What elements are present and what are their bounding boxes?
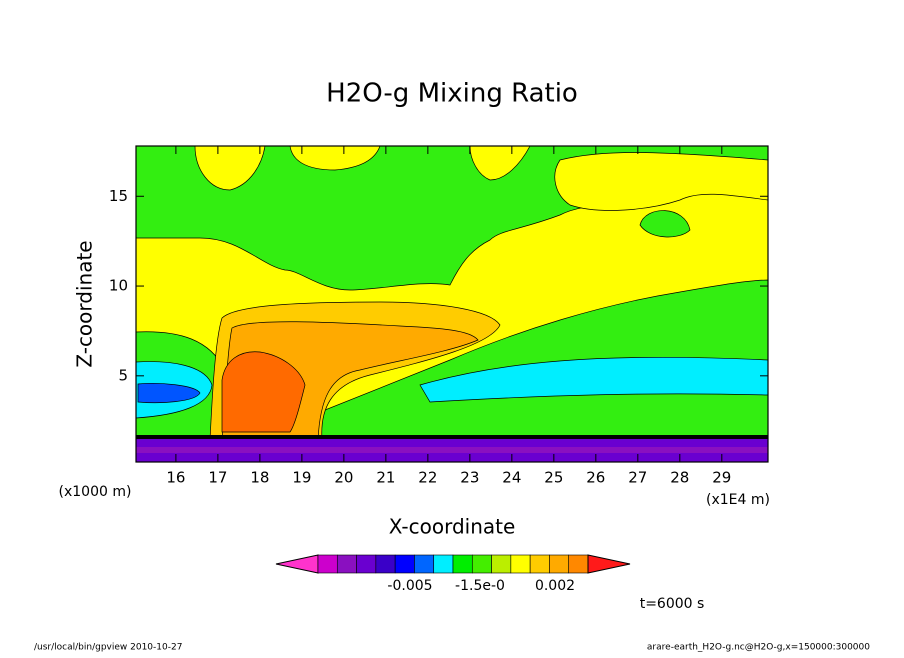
x-tick-label: 21 xyxy=(376,469,395,487)
y-tick-label: 5 xyxy=(118,366,128,384)
x-tick-label: 26 xyxy=(586,469,605,487)
time-label: t=6000 s xyxy=(640,596,705,612)
x-tick-label: 25 xyxy=(544,469,563,487)
x-tick-label: 27 xyxy=(628,469,647,487)
colorbar-extend xyxy=(587,554,631,574)
colorbar-swatch xyxy=(356,554,377,574)
colorbar-swatch xyxy=(414,554,435,574)
y-unit: (x1000 m) xyxy=(59,484,132,500)
colorbar-swatch xyxy=(336,554,357,574)
colorbar-swatch xyxy=(375,554,396,574)
colorbar-swatch xyxy=(491,554,512,574)
x-tick-label: 18 xyxy=(250,469,269,487)
colorbar-swatch xyxy=(529,554,550,574)
x-unit: (x1E4 m) xyxy=(706,492,770,508)
x-tick-label: 24 xyxy=(502,469,521,487)
footer-right: arare-earth_H2O-g.nc@H2O-g,x=150000:3000… xyxy=(647,643,870,653)
x-tick-label: 28 xyxy=(670,469,689,487)
x-tick-label: 20 xyxy=(334,469,353,487)
x-tick-label: 19 xyxy=(292,469,311,487)
contour-field xyxy=(136,146,768,462)
colorbar-swatch xyxy=(452,554,473,574)
colorbar-swatch xyxy=(549,554,570,574)
colorbar-swatch xyxy=(568,554,589,574)
x-tick-label: 29 xyxy=(712,469,731,487)
colorbar-swatch xyxy=(394,554,415,574)
colorbar-swatch xyxy=(471,554,492,574)
colorbar-swatch xyxy=(317,554,338,574)
colorbar-extend xyxy=(275,554,319,574)
x-tick-label: 23 xyxy=(460,469,479,487)
y-axis-title: Z-coordinate xyxy=(73,240,97,367)
chart-title: H2O-g Mixing Ratio xyxy=(326,79,578,109)
colorbar-label: 0.002 xyxy=(535,578,575,594)
colorbar-swatch xyxy=(433,554,454,574)
x-tick-label: 22 xyxy=(418,469,437,487)
colorbar-swatch xyxy=(510,554,531,574)
y-tick-label: 10 xyxy=(109,277,128,295)
colorbar-label: -1.5e-0 xyxy=(455,578,505,594)
plot-frame xyxy=(135,145,769,463)
footer-left: /usr/local/bin/gpview 2010-10-27 xyxy=(34,643,182,653)
colorbar-label: -0.005 xyxy=(387,578,432,594)
x-axis-title: X-coordinate xyxy=(389,515,516,539)
x-tick-label: 16 xyxy=(166,469,185,487)
x-tick-label: 17 xyxy=(208,469,227,487)
y-tick-label: 15 xyxy=(109,187,128,205)
